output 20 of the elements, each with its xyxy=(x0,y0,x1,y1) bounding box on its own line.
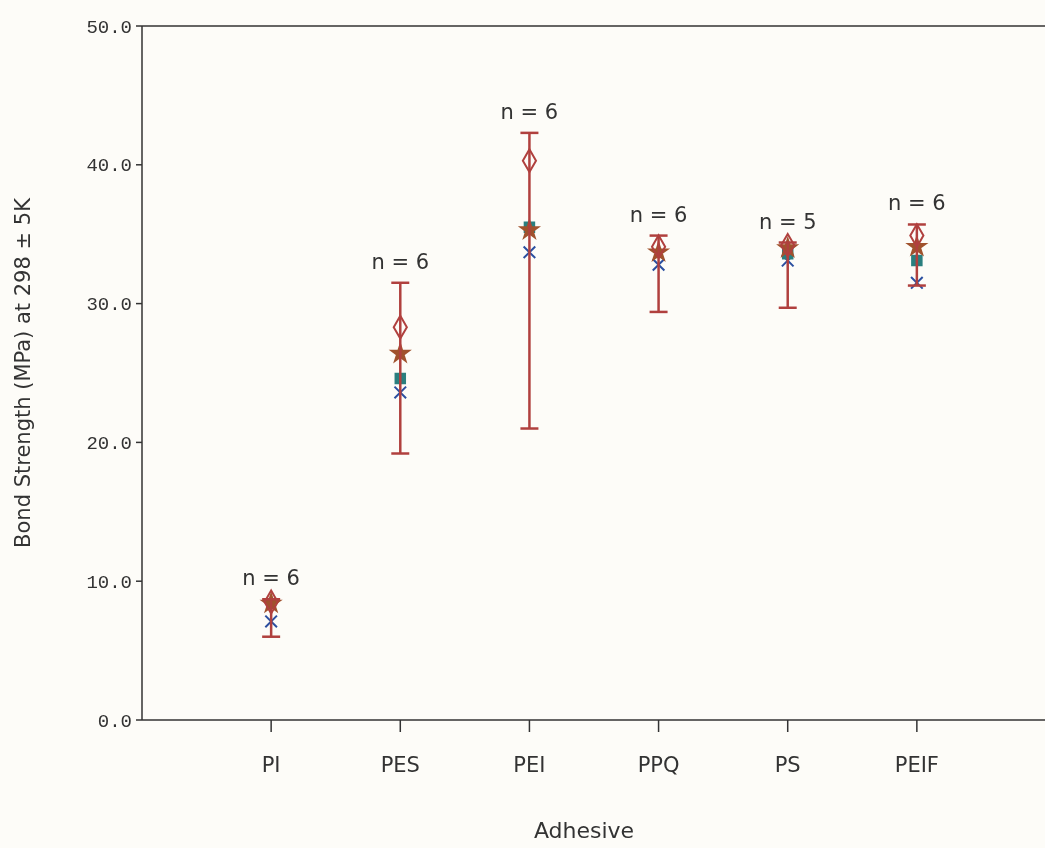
annotation: n = 6 xyxy=(242,566,300,591)
annotation: n = 6 xyxy=(629,202,688,227)
x-tick-label: PES xyxy=(380,753,420,777)
annotation: n = 5 xyxy=(758,209,817,234)
y-tick-label: 0.0 xyxy=(97,710,132,733)
y-axis-title: Bond Strength (MPa) at 298 ± 5K xyxy=(11,196,35,548)
annotation: n = 6 xyxy=(888,191,946,216)
y-tick-label: 30.0 xyxy=(86,294,132,317)
x-tick-label: PEI xyxy=(513,753,546,777)
y-tick-label: 10.0 xyxy=(86,571,132,594)
y-tick-label: 40.0 xyxy=(86,155,132,178)
y-tick-label: 20.0 xyxy=(86,433,132,456)
x-axis-title: Adhesive xyxy=(533,818,635,843)
y-tick-label: 50.0 xyxy=(86,16,132,39)
x-tick-label: PEIF xyxy=(894,753,939,777)
x-tick-label: PPQ xyxy=(637,753,680,777)
x-tick-label: PS xyxy=(774,753,801,777)
annotation: n = 6 xyxy=(500,99,559,124)
x-tick-label: PI xyxy=(261,753,281,777)
annotation: n = 6 xyxy=(371,249,430,274)
